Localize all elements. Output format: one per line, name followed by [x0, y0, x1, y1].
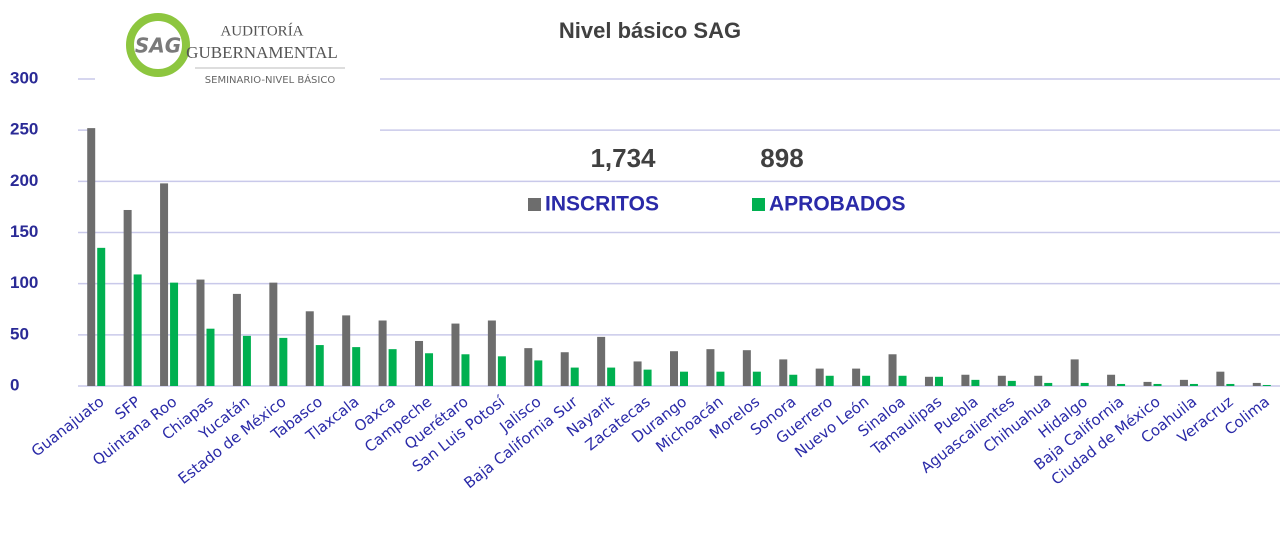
legend-swatch [752, 198, 765, 211]
bar [97, 247, 106, 386]
bar [898, 375, 907, 386]
bar [1143, 381, 1152, 386]
bar [560, 352, 569, 386]
bar [1189, 383, 1198, 386]
bar [633, 361, 642, 386]
bar [862, 375, 871, 386]
y-tick-label: 150 [10, 222, 38, 241]
legend-label: INSCRITOS [545, 193, 659, 216]
bar [779, 359, 788, 386]
logo-line2: GUBERNAMENTAL [186, 43, 338, 62]
bar [1262, 384, 1271, 386]
bar [342, 315, 351, 386]
bar [242, 335, 251, 386]
bar [1117, 383, 1126, 386]
bar [752, 371, 761, 386]
y-tick-label: 0 [10, 375, 19, 394]
bar [971, 379, 980, 386]
bar [269, 282, 278, 386]
bar [888, 354, 897, 386]
bar [524, 348, 533, 386]
bar [1034, 375, 1043, 386]
bar [1007, 380, 1016, 386]
bar [378, 320, 387, 386]
bar [825, 375, 834, 386]
bar [570, 367, 579, 386]
logo-line1: AUDITORÍA [220, 22, 303, 39]
logo-ring [126, 13, 190, 77]
bar [451, 323, 460, 386]
bar [1044, 382, 1053, 386]
total-inscritos: 1,734 [590, 143, 656, 173]
bar [315, 345, 324, 386]
bar [87, 128, 96, 386]
logo-mark: SAG [135, 34, 181, 58]
bar [415, 340, 424, 386]
y-tick-label: 50 [10, 324, 29, 343]
bar [305, 311, 314, 386]
legend-swatch [528, 198, 541, 211]
bar [706, 349, 715, 386]
bar [742, 350, 751, 386]
bar [1179, 379, 1188, 386]
bar [425, 353, 434, 386]
y-tick-label: 200 [10, 171, 38, 190]
bar [1252, 382, 1261, 386]
bar [1070, 359, 1079, 386]
logo-line3: SEMINARIO-NIVEL BÁSICO [205, 73, 336, 86]
bar [170, 282, 179, 386]
total-aprobados: 898 [760, 143, 803, 173]
y-tick-label: 100 [10, 273, 38, 292]
bar [279, 337, 288, 386]
bar [196, 279, 205, 386]
bar [961, 374, 970, 386]
bar [670, 351, 678, 386]
y-tick-label: 250 [10, 120, 38, 139]
bar [1107, 374, 1116, 386]
bar [924, 376, 933, 386]
bar [232, 293, 241, 386]
bar [534, 360, 543, 386]
bar [997, 375, 1006, 386]
bar [388, 349, 397, 386]
bar [206, 328, 215, 386]
bar [497, 356, 506, 386]
bar [1216, 371, 1225, 386]
bar [160, 183, 169, 386]
bar [680, 371, 688, 386]
bar [1226, 383, 1235, 386]
logo: SAG AUDITORÍA GUBERNAMENTAL SEMINARIO-NI… [126, 13, 345, 86]
bar [934, 376, 943, 386]
bar [852, 368, 861, 386]
bar [461, 354, 470, 386]
bar [487, 320, 496, 386]
chart-title: Nivel básico SAG [559, 18, 741, 43]
bar [133, 274, 142, 386]
bar [607, 367, 616, 386]
bar [815, 368, 824, 386]
bar [1153, 383, 1162, 386]
bar [352, 347, 361, 386]
y-tick-label: 300 [10, 68, 38, 87]
bar [597, 336, 606, 386]
bar [123, 209, 132, 386]
bar [789, 374, 798, 386]
legend-label: APROBADOS [769, 193, 906, 216]
bar [643, 369, 652, 386]
bar [716, 371, 725, 386]
bar [1080, 382, 1089, 386]
